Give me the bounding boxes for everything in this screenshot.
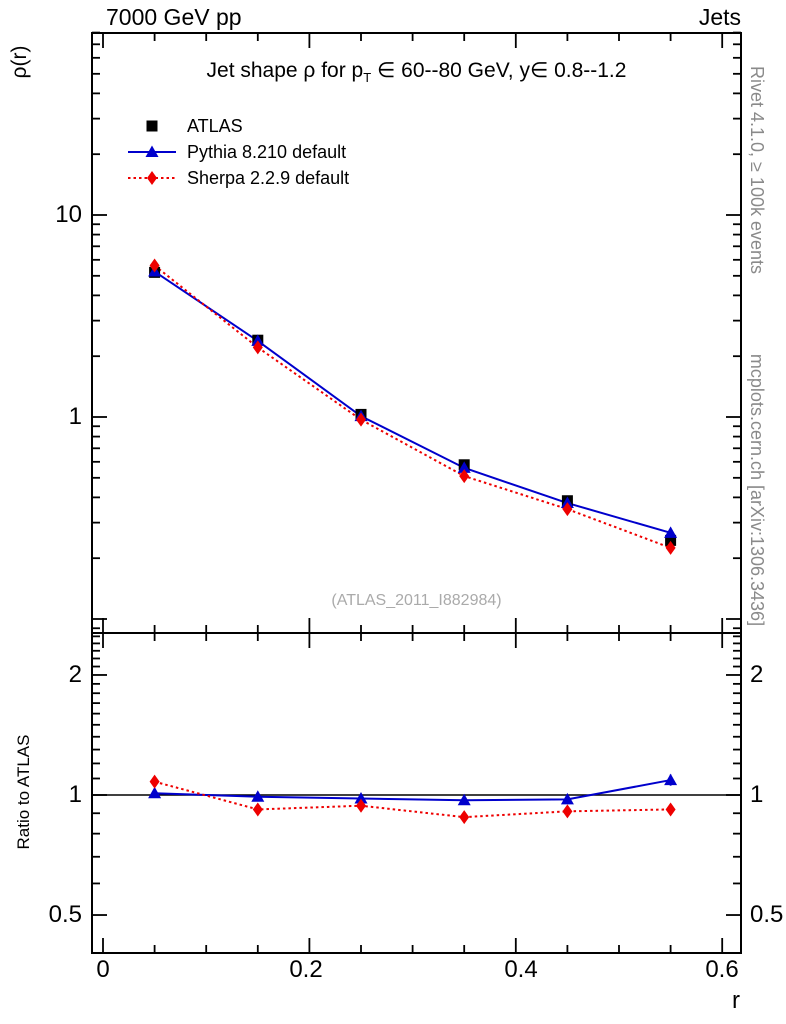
x-tick-02: 0.2 (289, 956, 323, 983)
line-sherpa-2-2-9-default-ratio (154, 780, 671, 819)
analysis-id-watermark: (ATLAS_2011_I882984) (331, 592, 502, 609)
analysis-group-label: Jets (698, 4, 741, 30)
atlas-square-icon (146, 120, 158, 132)
mcplots-arxiv-note: mcplots.cern.ch [arXiv:1306.3436] (747, 353, 767, 627)
ratio-y-tick-1-left: 1 (68, 781, 82, 808)
main-y-tick-1: 1 (68, 403, 82, 430)
x-tick-06: 0.6 (705, 956, 739, 983)
markers-sherpa-2-2-9-default-ratio (149, 774, 676, 825)
plot-title-subscript: T (363, 70, 372, 86)
legend-label-pythia: Pythia 8.210 default (187, 142, 347, 162)
legend-entry-pythia: Pythia 8.210 default (126, 139, 349, 165)
x-axis-title: r (732, 987, 740, 1014)
markers-sherpa-2-2-9-default-main (149, 258, 676, 555)
markers-pythia-8-210-default-main (148, 265, 678, 538)
x-ticks (102, 33, 724, 953)
rivet-version-note: Rivet 4.1.0, ≥ 100k events (747, 66, 767, 274)
ratio-y-tick-05-right: 0.5 (750, 901, 784, 928)
legend-entry-sherpa: Sherpa 2.2.9 default (126, 165, 349, 191)
beam-energy-label: 7000 GeV pp (106, 4, 242, 30)
legend-label-atlas: ATLAS (187, 116, 243, 136)
sherpa-line-diamond-icon (128, 171, 176, 185)
markers-atlas-main (149, 266, 677, 546)
legend-entry-atlas: ATLAS (126, 113, 349, 139)
line-pythia-8-210-default-main (154, 270, 671, 534)
plot-title-prefix: Jet shape ρ for p (206, 59, 364, 82)
main-y-axis-title: ρ(r) (8, 45, 31, 79)
pythia-line-triangle-icon (128, 145, 176, 157)
main-y-tick-10: 10 (55, 201, 82, 228)
ratio-frame (91, 632, 742, 954)
ratio-y-tick-2-left: 2 (68, 661, 82, 688)
markers-pythia-8-210-default-ratio (148, 773, 678, 806)
line-sherpa-2-2-9-default-main (153, 264, 671, 549)
ratio-y-tick-1-right: 1 (750, 781, 764, 808)
plot-title: Jet shape ρ for pT ∈ 60--80 GeV, y∈ 0.8-… (92, 59, 741, 90)
ratio-y-tick-2-right: 2 (750, 661, 764, 688)
legend-label-sherpa: Sherpa 2.2.9 default (187, 168, 350, 188)
line-pythia-8-210-default-ratio (154, 779, 671, 802)
ratio-y-tick-05-left: 0.5 (48, 901, 82, 928)
x-tick-0: 0 (96, 956, 110, 983)
legend: ATLAS Pythia 8.210 default Sherpa 2.2.9 … (126, 113, 349, 191)
ratio-y-ticks (92, 635, 741, 916)
plot-title-suffix: ∈ 60--80 GeV, y∈ 0.8--1.2 (371, 59, 627, 82)
main-y-ticks (92, 31, 741, 630)
x-tick-04: 0.4 (504, 956, 538, 983)
